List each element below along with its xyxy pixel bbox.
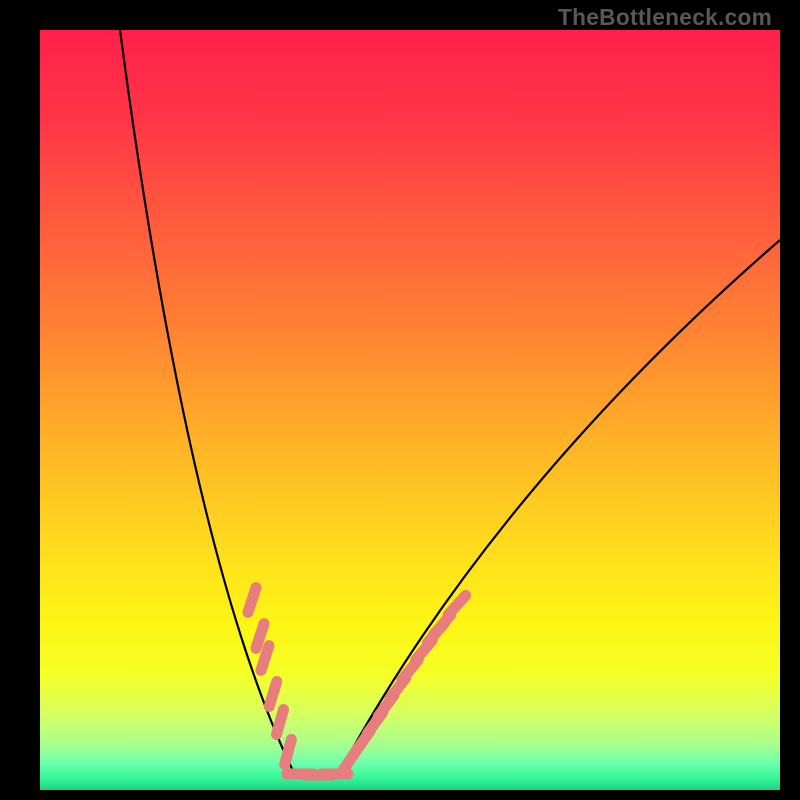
- chart-svg: [0, 0, 800, 800]
- watermark-text: TheBottleneck.com: [558, 4, 772, 31]
